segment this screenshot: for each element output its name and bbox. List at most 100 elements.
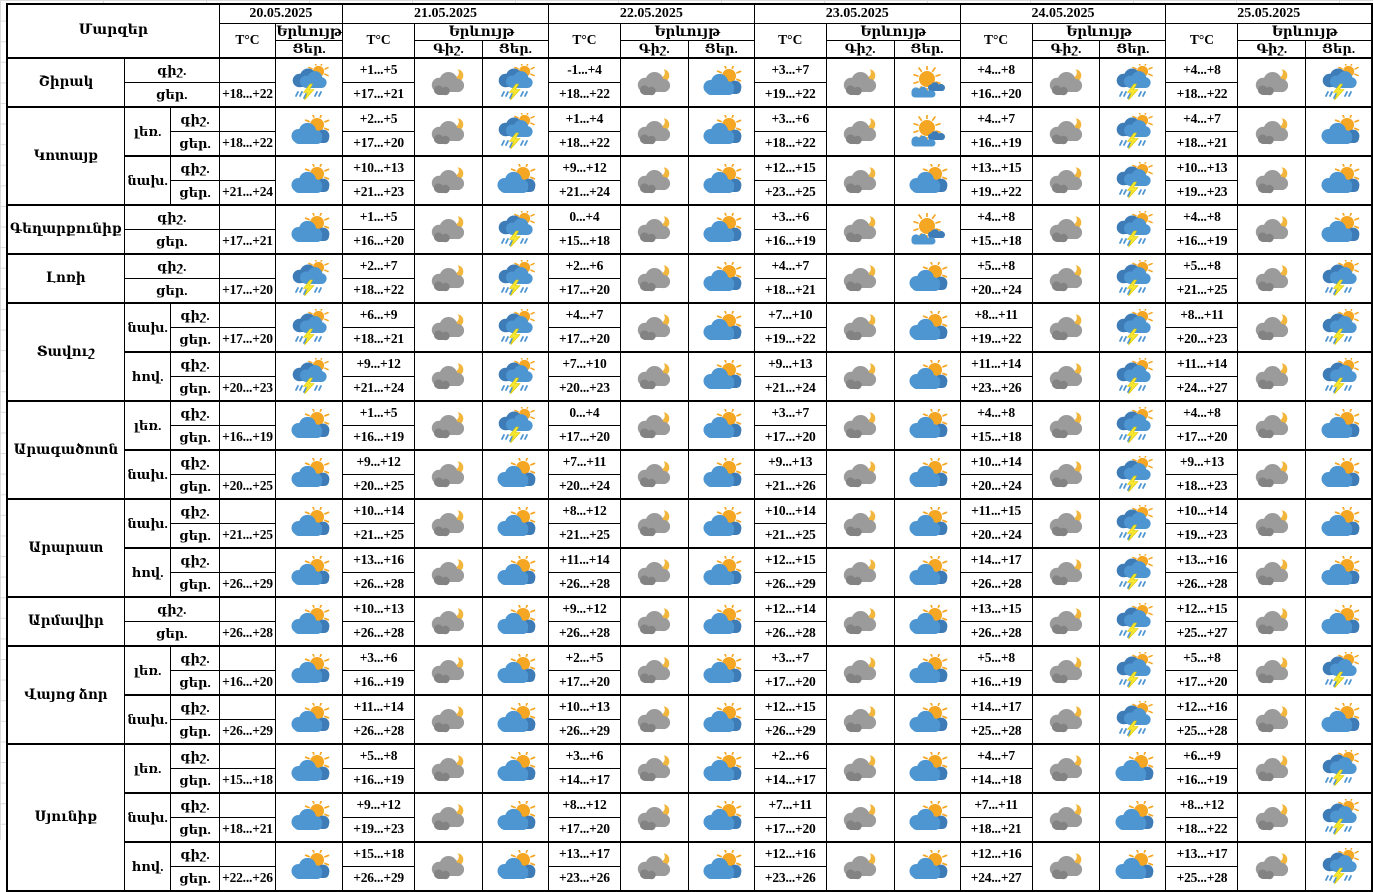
night-temp: +5...+8 (1165, 645, 1239, 671)
weather-cell-day (893, 449, 961, 500)
day-temp: +26...+28 (547, 621, 621, 647)
temp-col-header: T°C (1165, 23, 1239, 59)
phenomenon-header: Երևույթ (1237, 23, 1373, 41)
weather-cell-day (481, 106, 549, 157)
weather-cell-day (687, 253, 755, 304)
night-temp: +4...+8 (1165, 204, 1239, 230)
day-temp: +26...+29 (753, 572, 827, 598)
date-header: 24.05.2025 (959, 3, 1167, 24)
day-temp: +16...+19 (342, 768, 416, 794)
weather-cell-day (687, 841, 755, 892)
time-label-night: գիշ. (170, 106, 220, 132)
cloud-moon-icon (638, 66, 671, 95)
cloud-moon-icon (1049, 605, 1083, 634)
day-temp: +24...+27 (959, 866, 1033, 892)
night-temp: +10...+14 (342, 498, 416, 524)
weather-cell-night (619, 204, 689, 255)
temp-col-header: T°C (342, 23, 416, 59)
night-temp: +9...+12 (342, 449, 416, 475)
weather-cell-day (1099, 694, 1167, 745)
zone-label: լեռ. (123, 743, 172, 794)
day-temp: +18...+21 (959, 817, 1033, 843)
day-temp: +15...+18 (959, 425, 1033, 451)
forecast-row-night: Շիրակ գիշ. +1...+5 -1...+4 +3...+7 +4...+… (6, 57, 1373, 108)
weather-cell-day (1305, 400, 1373, 451)
cloud-moon-icon (1255, 507, 1288, 536)
weather-cell-day (481, 351, 549, 402)
sun-low-clouds-icon (911, 213, 946, 245)
forecast-row-night: Տավուշ նախ. գիշ. +6...+9 +4...+7 +7...+10 … (6, 302, 1373, 402)
forecast-row-night: Գեղարքունիք գիշ. +1...+5 0...+4 +3...+6 +… (6, 204, 1373, 255)
sun-cloud-storm-icon (1116, 652, 1153, 689)
sun-cloud-icon (909, 703, 948, 732)
night-temp: +9...+12 (342, 351, 416, 377)
weather-cell-night (1031, 351, 1101, 402)
sun-cloud-icon (703, 507, 742, 536)
night-temp: +12...+16 (1165, 694, 1239, 720)
time-label-night: գիշ. (123, 204, 220, 230)
weather-cell-night (1237, 841, 1307, 892)
sun-cloud-icon (703, 654, 742, 683)
night-temp: +7...+11 (959, 792, 1033, 818)
sun-cloud-icon (291, 654, 330, 683)
weather-cell-day (275, 841, 344, 892)
cloud-moon-icon (1049, 703, 1083, 732)
cloud-moon-icon (1049, 164, 1083, 193)
weather-cell-night (414, 204, 483, 255)
weather-cell-night (1031, 57, 1101, 108)
sun-cloud-storm-icon (292, 358, 329, 395)
cloud-moon-icon (1255, 801, 1288, 830)
day-temp: +19...+22 (753, 327, 827, 353)
cloud-moon-icon (432, 654, 465, 683)
weather-cell-day (481, 204, 549, 255)
night-temp: +5...+8 (1165, 253, 1239, 279)
weather-cell-night (414, 645, 483, 696)
weather-cell-day (893, 106, 961, 157)
weather-cell-night (619, 498, 689, 549)
sun-cloud-storm-icon (1116, 701, 1153, 738)
sun-cloud-icon (497, 654, 536, 683)
region-name: Տավուշ (6, 302, 125, 402)
forecast-row-night: նախ. գիշ. +11...+14 +10...+13 +12...+15 +… (7, 694, 1373, 745)
zone-label: լեռ. (123, 400, 172, 451)
time-label-night: գիշ. (170, 155, 220, 181)
day-temp: +16...+20 (342, 229, 416, 255)
sun-cloud-storm-icon (1116, 309, 1153, 346)
night-temp: +11...+14 (547, 547, 621, 573)
time-label-night: գիշ. (170, 841, 220, 867)
night-temp (218, 694, 277, 720)
night-temp: +12...+16 (753, 841, 827, 867)
cloud-moon-icon (432, 360, 465, 389)
day-temp: +24...+27 (1165, 376, 1239, 402)
cloud-moon-icon (432, 311, 465, 340)
temp-col-header: T°C (753, 23, 827, 59)
cloud-moon-icon (1255, 556, 1288, 585)
forecast-row-night: Վայոց ձոր լեռ. գիշ. +3...+6 +2...+5 +3...+… (6, 645, 1373, 745)
weather-cell-night (1031, 302, 1101, 353)
day-temp: +26...+29 (753, 719, 827, 745)
weather-cell-day (1305, 106, 1373, 157)
date-header: 22.05.2025 (547, 3, 755, 24)
sun-cloud-icon (291, 115, 330, 144)
weather-cell-night (1031, 694, 1101, 745)
weather-cell-day (481, 449, 549, 500)
weather-cell-night (825, 841, 895, 892)
day-temp: +26...+28 (547, 572, 621, 598)
weather-cell-day (1099, 743, 1167, 794)
sun-cloud-icon (909, 458, 948, 487)
cloud-moon-icon (638, 556, 671, 585)
night-col-header: Գիշ. (825, 40, 895, 59)
cloud-moon-icon (843, 556, 877, 585)
weather-cell-day (1099, 596, 1167, 647)
sun-cloud-icon (1321, 703, 1359, 732)
weather-cell-day (481, 645, 549, 696)
cloud-moon-icon (432, 409, 465, 438)
weather-cell-night (619, 743, 689, 794)
weather-cell-day (687, 792, 755, 843)
weather-cell-day (893, 351, 961, 402)
time-label-night: գիշ. (123, 57, 220, 83)
day-temp: +20...+24 (959, 474, 1033, 500)
night-temp (218, 106, 277, 132)
weather-cell-day (687, 400, 755, 451)
weather-cell-day (275, 449, 344, 500)
